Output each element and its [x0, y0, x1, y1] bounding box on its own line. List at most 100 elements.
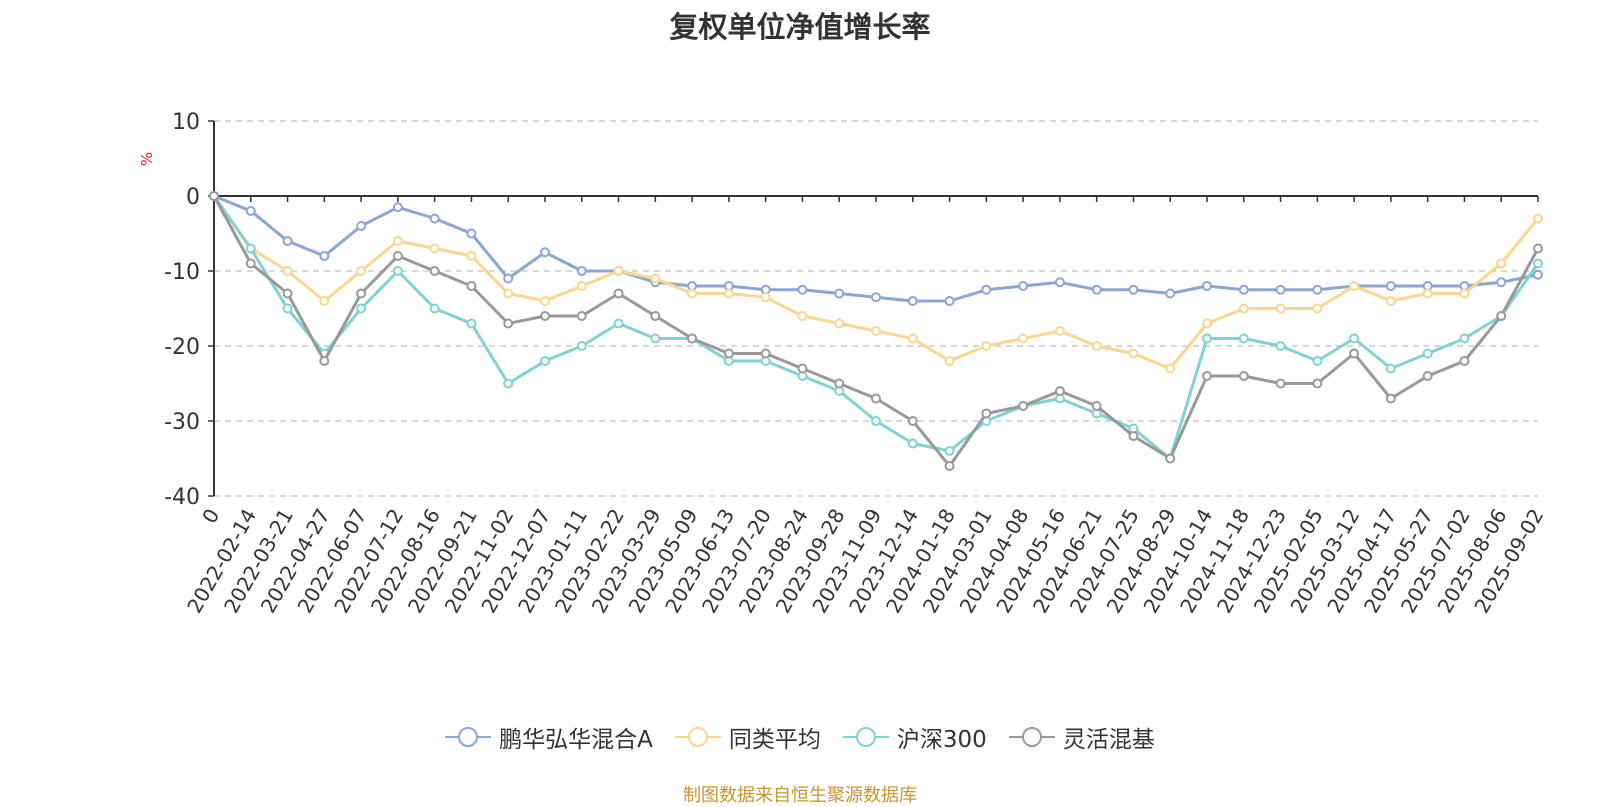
- legend-marker-icon: [445, 727, 492, 747]
- data-point: [981, 284, 992, 295]
- data-point: [907, 296, 918, 306]
- y-tick-label: -10: [164, 260, 200, 285]
- data-point: [944, 461, 955, 471]
- data-point: [760, 348, 771, 359]
- legend-item[interactable]: 同类平均: [674, 720, 821, 754]
- data-point: [1533, 258, 1543, 269]
- data-point: [1459, 333, 1470, 344]
- data-point: [245, 258, 256, 269]
- data-point: [1275, 284, 1286, 295]
- data-point: [1238, 333, 1249, 344]
- y-tick-label: 0: [186, 185, 200, 210]
- data-point: [871, 292, 881, 303]
- legend-marker-icon: [842, 727, 889, 747]
- data-point: [576, 281, 587, 291]
- data-point: [1459, 288, 1470, 299]
- data-point: [1128, 348, 1139, 359]
- data-point: [834, 318, 845, 329]
- data-point: [871, 416, 881, 426]
- data-point: [907, 333, 918, 344]
- data-point: [1349, 333, 1360, 344]
- data-point: [245, 243, 256, 254]
- data-point: [1533, 243, 1543, 254]
- data-point: [1128, 284, 1139, 295]
- data-point: [1312, 303, 1323, 314]
- legend-label: 灵活混基: [1062, 727, 1155, 753]
- data-point: [576, 311, 587, 321]
- data-point: [1422, 371, 1433, 381]
- data-point: [834, 288, 845, 299]
- data-point: [319, 251, 330, 261]
- data-point: [392, 266, 403, 276]
- data-point: [282, 288, 293, 299]
- legend-label: 鹏华弘华混合A: [499, 727, 653, 753]
- data-point: [540, 247, 550, 258]
- data-point: [1533, 269, 1543, 280]
- data-point: [687, 333, 698, 344]
- data-source-note: 制图数据来自恒生聚源数据库: [683, 785, 917, 806]
- data-point: [282, 266, 293, 276]
- data-point: [1312, 356, 1323, 366]
- data-point: [944, 446, 955, 456]
- data-point: [1202, 371, 1212, 381]
- data-point: [466, 251, 477, 261]
- data-point: [1496, 277, 1507, 288]
- data-point: [1165, 453, 1176, 464]
- data-point: [1091, 341, 1102, 351]
- data-point: [1128, 431, 1139, 441]
- data-point: [1018, 333, 1029, 344]
- data-point: [1422, 348, 1433, 359]
- data-point: [1422, 288, 1433, 299]
- chart-title: 复权单位净值增长率: [669, 10, 931, 44]
- legend-label: 同类平均: [728, 727, 821, 753]
- data-point: [1018, 401, 1029, 411]
- data-point: [907, 438, 918, 449]
- data-point: [392, 202, 403, 213]
- data-point: [466, 281, 477, 291]
- data-point: [1238, 284, 1249, 295]
- x-tick-label: 0: [197, 505, 224, 528]
- data-point: [429, 243, 440, 254]
- data-point: [1349, 281, 1360, 291]
- data-point: [1275, 303, 1286, 314]
- data-point: [392, 236, 403, 246]
- data-point: [797, 284, 808, 295]
- data-point: [540, 356, 550, 366]
- data-point: [466, 318, 477, 329]
- data-point: [1275, 341, 1286, 351]
- data-point: [613, 266, 624, 276]
- data-point: [907, 416, 918, 426]
- data-point: [1385, 393, 1396, 404]
- data-point: [1202, 318, 1212, 329]
- data-point: [429, 266, 440, 276]
- data-point: [797, 363, 808, 374]
- y-tick-label: -30: [164, 410, 200, 435]
- data-point: [1459, 356, 1470, 366]
- data-point: [1054, 326, 1065, 336]
- data-point: [871, 326, 881, 336]
- data-point: [723, 348, 734, 359]
- data-point: [540, 296, 550, 306]
- legend-item[interactable]: 鹏华弘华混合A: [445, 720, 653, 754]
- data-point: [687, 288, 698, 299]
- data-point: [613, 318, 624, 329]
- legend-item[interactable]: 灵活混基: [1008, 720, 1155, 754]
- y-tick-label: -20: [164, 335, 200, 360]
- data-point: [1496, 258, 1507, 269]
- data-point: [282, 303, 293, 314]
- data-point: [797, 311, 808, 321]
- data-point: [1202, 281, 1212, 291]
- data-point: [1385, 281, 1396, 291]
- data-point: [1054, 277, 1065, 288]
- data-point: [613, 288, 624, 299]
- data-point: [503, 273, 514, 284]
- data-point: [1275, 378, 1286, 389]
- data-point: [429, 303, 440, 314]
- data-point: [429, 213, 440, 224]
- data-point: [1312, 378, 1323, 389]
- data-point: [319, 296, 330, 306]
- legend-item[interactable]: 沪深300: [842, 720, 987, 754]
- data-point: [1054, 386, 1065, 396]
- data-point: [1496, 311, 1507, 321]
- data-point: [466, 228, 477, 239]
